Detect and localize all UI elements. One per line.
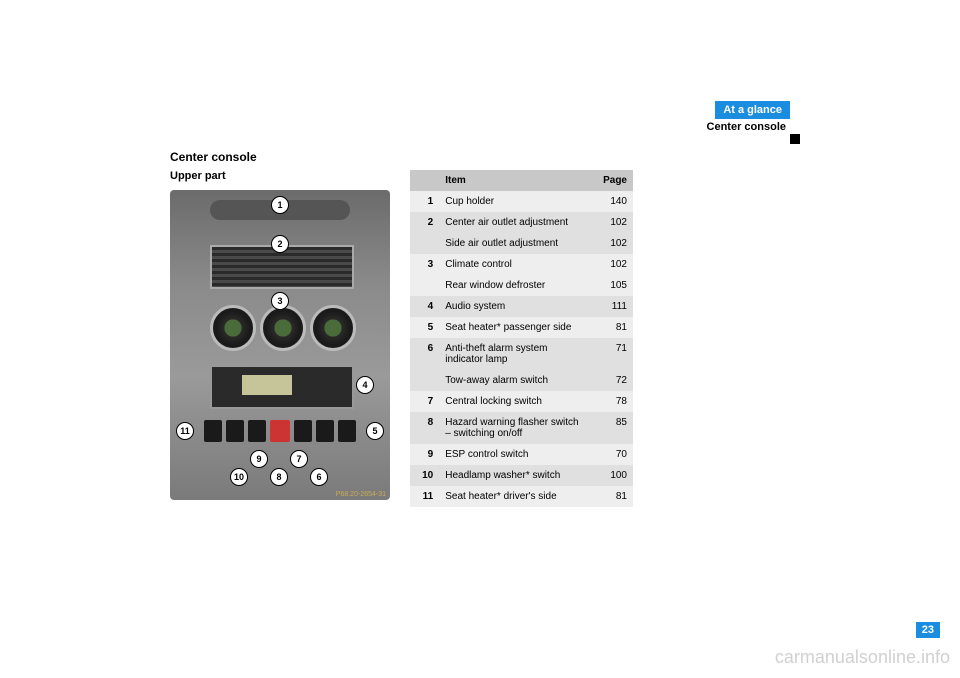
row-item: Headlamp washer* switch (439, 465, 590, 486)
table-row: 2Center air outlet adjustment102 (410, 212, 633, 233)
row-item: Seat heater* driver's side (439, 486, 590, 507)
row-number: 4 (410, 296, 439, 317)
table-header-item: Item (439, 170, 590, 191)
table-row: 4Audio system111 (410, 296, 633, 317)
section-label: Center console (540, 121, 790, 133)
manual-page: At a glance Center console Center consol… (170, 100, 790, 580)
chapter-badge: At a glance (715, 101, 790, 119)
row-number: 9 (410, 444, 439, 465)
table-row: Tow-away alarm switch72 (410, 370, 633, 391)
table-row: 7Central locking switch78 (410, 391, 633, 412)
row-page: 102 (590, 254, 633, 275)
watermark-text: carmanualsonline.info (775, 647, 950, 668)
dial-right (310, 305, 356, 351)
table-header-page: Page (590, 170, 633, 191)
row-number (410, 370, 439, 391)
row-page: 81 (590, 486, 633, 507)
row-number: 3 (410, 254, 439, 275)
table-row: 3Climate control102 (410, 254, 633, 275)
row-page: 100 (590, 465, 633, 486)
row-number (410, 275, 439, 296)
row-page: 72 (590, 370, 633, 391)
row-number: 11 (410, 486, 439, 507)
figure-code: P68.20-2654-31 (336, 491, 386, 498)
row-page: 71 (590, 338, 633, 370)
callout-7: 7 (290, 450, 308, 468)
table-row: 9ESP control switch70 (410, 444, 633, 465)
switch-icon (248, 420, 266, 442)
row-page: 102 (590, 212, 633, 233)
table-row: 5Seat heater* passenger side81 (410, 317, 633, 338)
row-page: 111 (590, 296, 633, 317)
switch-icon (338, 420, 356, 442)
row-item: Audio system (439, 296, 590, 317)
row-page: 140 (590, 191, 633, 212)
table-row: 8Hazard warning flasher switch – switchi… (410, 412, 633, 444)
radio-screen (242, 375, 292, 395)
callout-3: 3 (271, 292, 289, 310)
table-header-blank (410, 170, 439, 191)
row-number: 6 (410, 338, 439, 370)
table-row: 11Seat heater* driver's side81 (410, 486, 633, 507)
row-page: 78 (590, 391, 633, 412)
switch-row-graphic (190, 420, 370, 445)
table-body: 1Cup holder1402Center air outlet adjustm… (410, 191, 633, 507)
row-item: Central locking switch (439, 391, 590, 412)
reference-table: Item Page 1Cup holder1402Center air outl… (410, 170, 633, 507)
callout-6: 6 (310, 468, 328, 486)
row-page: 70 (590, 444, 633, 465)
row-item: Tow-away alarm switch (439, 370, 590, 391)
audio-system-graphic (210, 365, 354, 409)
sub-title: Upper part (170, 170, 226, 182)
switch-icon (226, 420, 244, 442)
row-item: Side air outlet adjustment (439, 233, 590, 254)
table-row: Side air outlet adjustment102 (410, 233, 633, 254)
callout-4: 4 (356, 376, 374, 394)
row-number: 7 (410, 391, 439, 412)
row-page: 81 (590, 317, 633, 338)
callout-11: 11 (176, 422, 194, 440)
callout-9: 9 (250, 450, 268, 468)
row-item: Anti-theft alarm system indicator lamp (439, 338, 590, 370)
row-item: Seat heater* passenger side (439, 317, 590, 338)
callout-2: 2 (271, 235, 289, 253)
center-console-figure: 1 2 3 4 5 6 7 8 9 10 11 P68.20-2654-31 (170, 190, 390, 500)
thumb-index-bar (790, 134, 800, 144)
page-number-badge: 23 (916, 622, 940, 638)
page-title: Center console (170, 150, 257, 164)
row-item: Hazard warning flasher switch – switchin… (439, 412, 590, 444)
row-item: Center air outlet adjustment (439, 212, 590, 233)
switch-icon (294, 420, 312, 442)
row-number (410, 233, 439, 254)
row-number: 8 (410, 412, 439, 444)
callout-1: 1 (271, 196, 289, 214)
row-page: 102 (590, 233, 633, 254)
callout-8: 8 (270, 468, 288, 486)
table-row: 10Headlamp washer* switch100 (410, 465, 633, 486)
row-number: 10 (410, 465, 439, 486)
row-number: 1 (410, 191, 439, 212)
row-page: 85 (590, 412, 633, 444)
switch-icon (204, 420, 222, 442)
dial-left (210, 305, 256, 351)
row-item: ESP control switch (439, 444, 590, 465)
callout-10: 10 (230, 468, 248, 486)
callout-5: 5 (366, 422, 384, 440)
row-number: 5 (410, 317, 439, 338)
row-number: 2 (410, 212, 439, 233)
table-row: 6Anti-theft alarm system indicator lamp7… (410, 338, 633, 370)
table-row: Rear window defroster105 (410, 275, 633, 296)
row-item: Rear window defroster (439, 275, 590, 296)
row-item: Cup holder (439, 191, 590, 212)
dial-center (260, 305, 306, 351)
table-row: 1Cup holder140 (410, 191, 633, 212)
hazard-switch-icon (270, 420, 290, 442)
header-block: At a glance Center console (540, 100, 790, 133)
row-item: Climate control (439, 254, 590, 275)
row-page: 105 (590, 275, 633, 296)
switch-icon (316, 420, 334, 442)
